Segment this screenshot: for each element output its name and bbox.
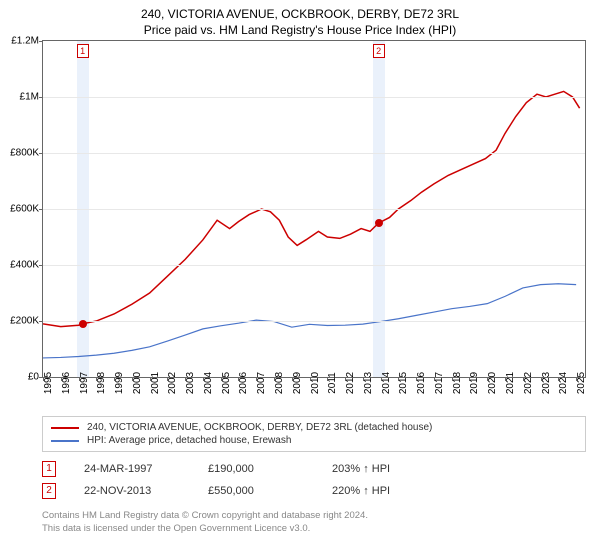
x-tick-label: 2000 <box>132 372 143 394</box>
x-tick-label: 2010 <box>310 372 321 394</box>
x-tick-label: 2006 <box>238 372 249 394</box>
x-tick-label: 2003 <box>185 372 196 394</box>
x-tick-label: 2016 <box>416 372 427 394</box>
event-marker-box: 2 <box>373 44 385 58</box>
x-tick-label: 1996 <box>61 372 72 394</box>
x-tick-label: 1999 <box>114 372 125 394</box>
x-tick-label: 2008 <box>274 372 285 394</box>
y-tick-label: £0 <box>28 372 39 383</box>
y-tick <box>39 97 43 98</box>
chart-title-line2: Price paid vs. HM Land Registry's House … <box>0 22 600 38</box>
legend: 240, VICTORIA AVENUE, OCKBROOK, DERBY, D… <box>42 416 586 452</box>
event-price-2: £550,000 <box>208 485 304 497</box>
legend-label-price-paid: 240, VICTORIA AVENUE, OCKBROOK, DERBY, D… <box>87 422 432 433</box>
x-tick-label: 2011 <box>327 373 338 395</box>
x-tick-label: 2024 <box>558 372 569 394</box>
x-tick-label: 2012 <box>345 372 356 394</box>
x-tick-label: 2022 <box>523 372 534 394</box>
y-gridline <box>43 265 585 266</box>
y-tick <box>39 321 43 322</box>
y-tick <box>39 209 43 210</box>
x-tick-label: 2005 <box>221 372 232 394</box>
y-gridline <box>43 209 585 210</box>
y-tick <box>39 265 43 266</box>
legend-swatch-hpi <box>51 440 79 442</box>
y-tick <box>39 41 43 42</box>
event-ratio-2: 220% ↑ HPI <box>332 485 428 497</box>
legend-swatch-price-paid <box>51 427 79 429</box>
legend-item-hpi: HPI: Average price, detached house, Erew… <box>51 434 577 447</box>
chart-title-block: 240, VICTORIA AVENUE, OCKBROOK, DERBY, D… <box>0 0 600 40</box>
x-tick-label: 2017 <box>434 372 445 394</box>
legend-item-price-paid: 240, VICTORIA AVENUE, OCKBROOK, DERBY, D… <box>51 421 577 434</box>
event-ratio-1: 203% ↑ HPI <box>332 463 428 475</box>
y-tick-label: £1M <box>20 92 39 103</box>
y-tick-label: £600K <box>10 204 39 215</box>
x-tick-label: 2001 <box>150 372 161 394</box>
x-tick-label: 2020 <box>487 372 498 394</box>
plot-region: £0£200K£400K£600K£800K£1M£1.2M1995199619… <box>42 40 586 378</box>
event-marker-box: 1 <box>77 44 89 58</box>
x-tick-label: 2015 <box>398 372 409 394</box>
chart-title-line1: 240, VICTORIA AVENUE, OCKBROOK, DERBY, D… <box>0 6 600 22</box>
events-table: 1 24-MAR-1997 £190,000 203% ↑ HPI 2 22-N… <box>42 458 586 502</box>
event-row-2: 2 22-NOV-2013 £550,000 220% ↑ HPI <box>42 480 586 502</box>
x-tick-label: 2018 <box>452 372 463 394</box>
event-dot <box>79 320 87 328</box>
x-tick-label: 2019 <box>469 372 480 394</box>
y-gridline <box>43 321 585 322</box>
x-tick-label: 2021 <box>505 372 516 394</box>
y-tick-label: £400K <box>10 260 39 271</box>
footer-attribution: Contains HM Land Registry data © Crown c… <box>42 510 586 536</box>
x-tick-label: 1995 <box>43 372 54 394</box>
x-tick-label: 2014 <box>381 372 392 394</box>
x-tick-label: 2004 <box>203 372 214 394</box>
x-tick-label: 2002 <box>167 372 178 394</box>
event-date-1: 24-MAR-1997 <box>84 463 180 475</box>
event-row-1: 1 24-MAR-1997 £190,000 203% ↑ HPI <box>42 458 586 480</box>
chart-area: £0£200K£400K£600K£800K£1M£1.2M1995199619… <box>42 40 586 412</box>
event-price-1: £190,000 <box>208 463 304 475</box>
x-tick-label: 2007 <box>256 372 267 394</box>
footer-line1: Contains HM Land Registry data © Crown c… <box>42 510 586 523</box>
event-dot <box>375 219 383 227</box>
y-gridline <box>43 153 585 154</box>
y-tick <box>39 153 43 154</box>
event-marker-1: 1 <box>42 461 56 477</box>
y-gridline <box>43 97 585 98</box>
x-tick-label: 2013 <box>363 372 374 394</box>
x-tick-label: 2025 <box>576 372 587 394</box>
y-tick-label: £200K <box>10 316 39 327</box>
event-date-2: 22-NOV-2013 <box>84 485 180 497</box>
x-tick-label: 2023 <box>541 372 552 394</box>
footer-line2: This data is licensed under the Open Gov… <box>42 523 586 536</box>
x-tick-label: 1997 <box>79 372 90 394</box>
y-tick-label: £800K <box>10 148 39 159</box>
y-tick-label: £1.2M <box>11 36 39 47</box>
legend-label-hpi: HPI: Average price, detached house, Erew… <box>87 435 291 446</box>
x-tick-label: 1998 <box>96 372 107 394</box>
x-tick-label: 2009 <box>292 372 303 394</box>
event-marker-2: 2 <box>42 483 56 499</box>
